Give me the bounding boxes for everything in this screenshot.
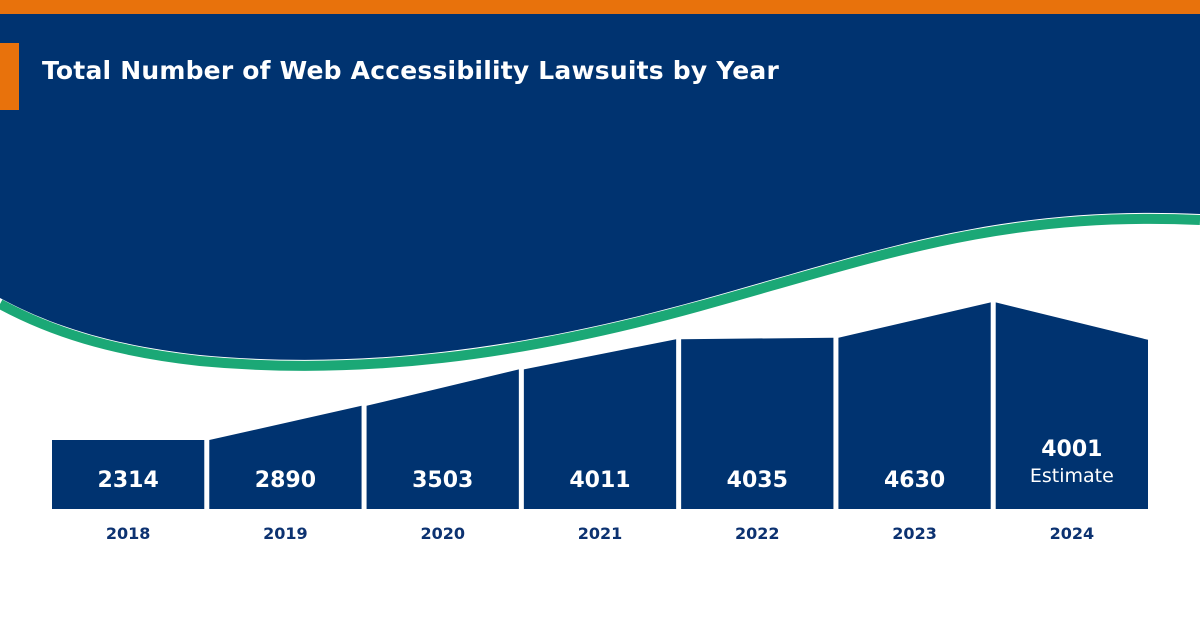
estimate-note: Estimate bbox=[1030, 465, 1114, 487]
year-label-2018: 2018 bbox=[106, 524, 151, 543]
chart-title: Total Number of Web Accessibility Lawsui… bbox=[42, 56, 780, 85]
bar-2021 bbox=[523, 339, 677, 509]
value-label-2020: 3503 bbox=[412, 468, 473, 493]
navy-wave-band bbox=[0, 14, 1200, 360]
bar-2022 bbox=[681, 337, 834, 509]
value-label-2018: 2314 bbox=[98, 468, 159, 493]
orange-title-accent bbox=[0, 43, 19, 110]
value-label-2021: 4011 bbox=[569, 468, 630, 493]
value-label-2022: 4035 bbox=[727, 468, 788, 493]
value-label-2023: 4630 bbox=[884, 468, 945, 493]
year-label-2019: 2019 bbox=[263, 524, 308, 543]
year-label-2020: 2020 bbox=[420, 524, 465, 543]
value-label-2024: 4001 bbox=[1041, 437, 1102, 462]
year-label-2023: 2023 bbox=[892, 524, 937, 543]
year-label-2022: 2022 bbox=[735, 524, 780, 543]
bar-2024 bbox=[995, 302, 1148, 509]
year-label-2024: 2024 bbox=[1050, 524, 1095, 543]
year-label-2021: 2021 bbox=[578, 524, 623, 543]
orange-top-stripe bbox=[0, 0, 1200, 14]
green-wave-line bbox=[0, 213, 1200, 371]
bar-2023 bbox=[838, 302, 991, 509]
bar-2020 bbox=[366, 369, 519, 509]
bar-2019 bbox=[209, 405, 362, 509]
bar-2018 bbox=[52, 440, 205, 509]
value-label-2019: 2890 bbox=[255, 468, 316, 493]
